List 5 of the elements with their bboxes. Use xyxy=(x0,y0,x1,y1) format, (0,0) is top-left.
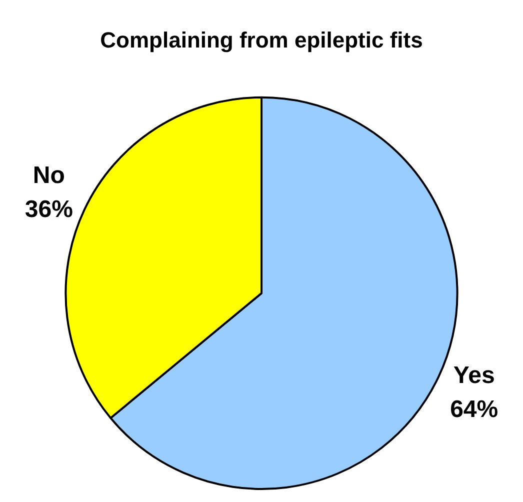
data-label: 64% xyxy=(450,396,498,423)
slice-label: No xyxy=(32,162,65,189)
slice-label: Yes xyxy=(453,362,495,389)
chart-title: Complaining from epileptic fits xyxy=(100,27,423,52)
data-label: 36% xyxy=(24,196,73,223)
